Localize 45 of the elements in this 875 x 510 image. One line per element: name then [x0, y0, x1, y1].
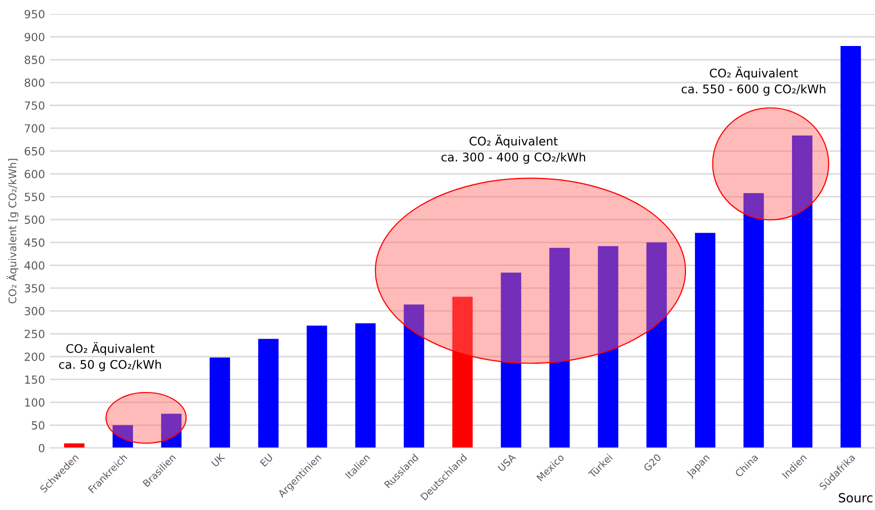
bar	[161, 414, 182, 448]
y-tick-label: 600	[24, 170, 44, 178]
y-tick-label: 750	[24, 101, 44, 110]
y-tick-label: 300	[24, 306, 44, 316]
y-tick-label: 950	[24, 10, 44, 18]
y-tick-label: 250	[24, 330, 44, 338]
y-tick-label: 700	[24, 124, 44, 133]
bar	[500, 272, 522, 448]
bar	[598, 246, 618, 448]
y-tick-label: 100	[25, 398, 44, 407]
bar	[549, 248, 570, 448]
bar	[694, 232, 716, 448]
x-tick-label: UK	[211, 452, 226, 468]
bar	[840, 46, 861, 448]
bar	[355, 323, 376, 448]
annotation: CO₂ Äquivalent ca. 550 - 600 g CO₂/kWh	[682, 66, 826, 96]
bar	[210, 358, 230, 448]
bar	[743, 193, 764, 448]
y-tick-label: 150	[25, 375, 44, 384]
annotation: CO₂ Äquivalent ca. 300 - 400 g CO₂/kWh	[441, 134, 586, 164]
y-tick-label: 450	[24, 238, 44, 247]
y-axis-title: CO₂ Äquivalent [g CO₂/kWh]	[6, 158, 18, 304]
bar	[646, 242, 667, 448]
y-tick-label: 900	[24, 32, 44, 42]
bar	[452, 296, 473, 448]
y-tick-label: 500	[24, 216, 44, 224]
y-tick-label: 550	[24, 192, 44, 202]
bar	[792, 136, 812, 448]
bar	[112, 425, 133, 448]
y-tick-label: 350	[24, 284, 44, 292]
y-tick-label: 650	[24, 147, 44, 156]
x-tick-label: EU	[260, 454, 274, 467]
y-tick-label: 50	[32, 421, 44, 430]
annotation: CO₂ Äquivalent ca. 50 g CO₂/kWh	[59, 342, 161, 372]
y-tick-label: 200	[24, 352, 44, 362]
x-tick-label: G20	[643, 453, 662, 472]
y-tick-label: 400	[24, 261, 44, 270]
bar	[404, 304, 424, 448]
bar	[306, 326, 328, 448]
bar	[258, 338, 279, 448]
x-tick-label: USA	[498, 453, 516, 472]
text: Sourc	[838, 493, 872, 502]
y-tick-label: 0	[38, 444, 44, 452]
y-tick-label: 850	[24, 56, 44, 64]
y-tick-label: 800	[24, 78, 44, 87]
